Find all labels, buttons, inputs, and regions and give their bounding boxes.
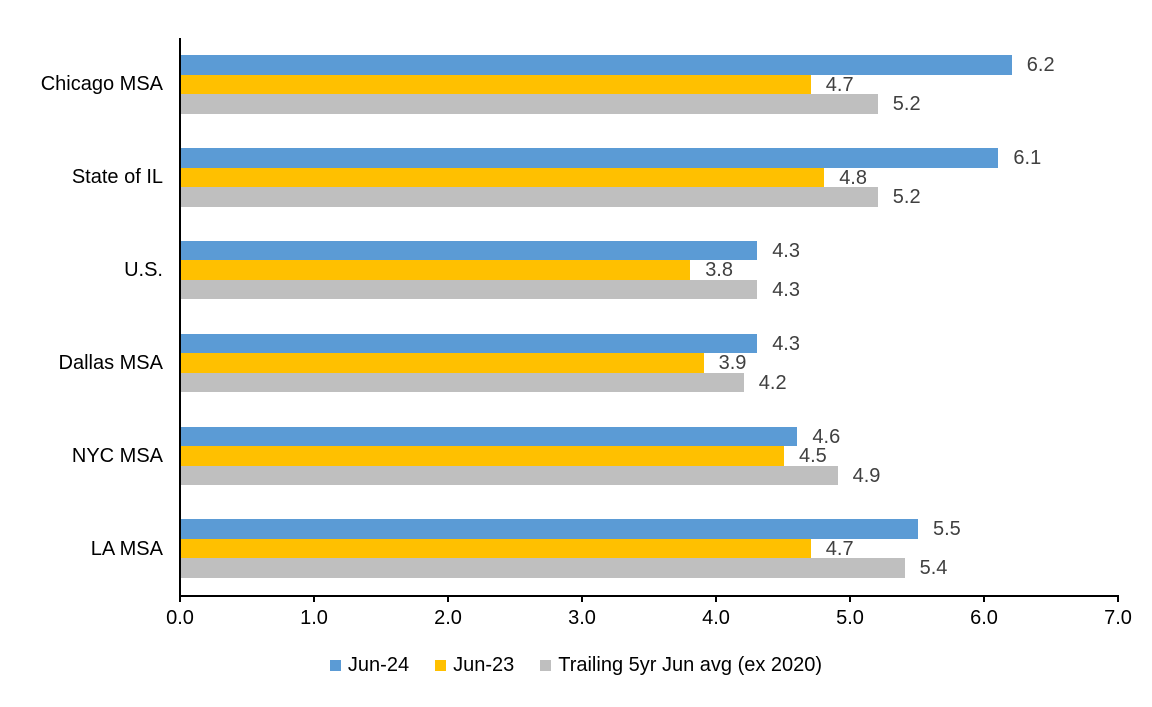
bar-value-label: 4.9	[852, 464, 881, 487]
legend-item-jun-23: Jun-23	[435, 652, 514, 678]
bar-value-label: 4.2	[758, 371, 787, 394]
x-tick-label: 2.0	[434, 607, 462, 629]
legend-swatch-icon	[329, 659, 341, 671]
bar-jun-24-state-of-il	[181, 148, 999, 168]
bar-jun-24-nyc-msa	[181, 426, 798, 446]
bar-value-label: 3.8	[705, 259, 733, 282]
legend-label: Jun-23	[453, 654, 515, 676]
bar-jun-23-state-of-il	[181, 167, 825, 187]
bar-value-label: 4.7	[825, 537, 854, 560]
bar-trailing-5yr-jun-avg-ex-2020-chicago-msa	[181, 94, 878, 114]
bar-jun-23-la-msa	[181, 538, 811, 559]
x-tick-mark	[983, 595, 985, 602]
bar-value-label: 4.8	[839, 166, 867, 189]
x-tick-mark	[313, 595, 315, 602]
bar-jun-24-dallas-msa	[181, 333, 758, 354]
bar-jun-23-nyc-msa	[181, 446, 784, 466]
category-label-state-of-il: State of IL	[71, 166, 163, 189]
x-tick-label: 1.0	[300, 607, 328, 629]
bar-value-label: 5.2	[892, 186, 921, 208]
legend-label: Trailing 5yr Jun avg (ex 2020)	[558, 654, 823, 676]
y-axis-line	[179, 38, 181, 597]
x-axis-line	[179, 595, 1119, 597]
bar-value-label: 5.5	[933, 518, 961, 541]
bar-jun-23-u-s	[181, 260, 691, 280]
x-tick-mark	[1117, 595, 1119, 602]
category-label-la-msa: LA MSA	[90, 537, 163, 560]
x-tick-label: 7.0	[1104, 607, 1132, 629]
legend-item-trailing-5yr-jun-avg-ex-2020: Trailing 5yr Jun avg (ex 2020)	[540, 652, 822, 678]
bar-jun-23-dallas-msa	[181, 353, 704, 373]
bar-value-label: 4.3	[772, 278, 800, 301]
category-label-nyc-msa: NYC MSA	[71, 444, 163, 467]
x-tick-mark	[581, 595, 583, 602]
legend-label: Jun-24	[347, 654, 410, 676]
legend-item-jun-24: Jun-24	[329, 652, 410, 678]
x-tick-mark	[715, 595, 717, 602]
x-tick-label: 0.0	[166, 607, 194, 629]
x-tick-mark	[849, 595, 851, 602]
category-label-chicago-msa: Chicago MSA	[40, 73, 163, 96]
category-label-u-s: U.S.	[124, 259, 163, 282]
x-tick-label: 5.0	[836, 607, 864, 629]
bar-trailing-5yr-jun-avg-ex-2020-u-s	[181, 279, 758, 300]
legend: Jun-24 Jun-23 Trailing 5yr Jun avg (ex 202…	[0, 652, 1152, 678]
legend-swatch-icon	[435, 659, 447, 671]
bar-value-label: 4.6	[812, 425, 841, 448]
bar-jun-23-chicago-msa	[181, 74, 811, 95]
bar-value-label: 4.7	[825, 73, 854, 96]
bar-trailing-5yr-jun-avg-ex-2020-dallas-msa	[181, 372, 744, 393]
bar-value-label: 6.2	[1026, 54, 1055, 77]
x-tick-label: 3.0	[568, 607, 596, 629]
bar-trailing-5yr-jun-avg-ex-2020-state-of-il	[181, 187, 878, 207]
bar-value-label: 4.3	[772, 239, 800, 262]
bar-value-label: 6.1	[1013, 147, 1042, 169]
bar-value-label: 4.5	[799, 445, 827, 467]
x-tick-label: 6.0	[970, 607, 998, 629]
bar-value-label: 4.3	[772, 332, 800, 355]
bar-value-label: 5.2	[892, 93, 921, 116]
bar-trailing-5yr-jun-avg-ex-2020-la-msa	[181, 558, 905, 578]
legend-swatch-icon	[540, 659, 552, 671]
bar-jun-24-u-s	[181, 240, 758, 261]
bar-value-label: 3.9	[718, 352, 747, 375]
category-label-dallas-msa: Dallas MSA	[58, 351, 163, 374]
bar-jun-24-la-msa	[181, 519, 918, 539]
bar-jun-24-chicago-msa	[181, 55, 1012, 75]
bar-value-label: 5.4	[919, 557, 948, 580]
bar-trailing-5yr-jun-avg-ex-2020-nyc-msa	[181, 465, 838, 485]
x-tick-mark	[447, 595, 449, 602]
x-tick-mark	[179, 595, 181, 602]
x-tick-label: 4.0	[702, 607, 730, 629]
